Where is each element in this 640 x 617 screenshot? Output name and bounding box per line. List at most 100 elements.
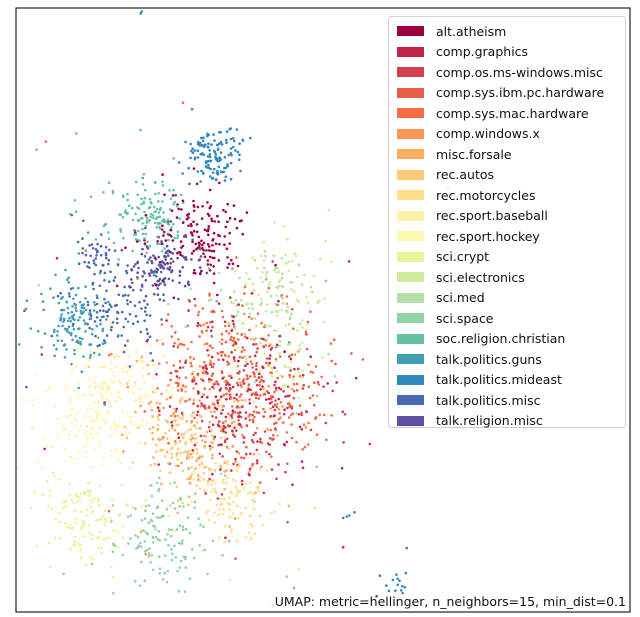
point-sci-electronics (298, 343, 301, 347)
point-talk-politics-misc (145, 328, 149, 331)
point-talk-politics-guns (92, 309, 96, 312)
point-talk-religion-misc (170, 269, 174, 272)
point-sci-crypt (91, 509, 94, 512)
legend-swatch (397, 415, 424, 426)
point-alt-atheism (202, 248, 205, 252)
point-sci-space (184, 566, 188, 569)
point-talk-religion-misc (198, 266, 202, 269)
point-comp-graphics (247, 387, 250, 391)
point-sci-med (278, 284, 281, 288)
point-talk-politics-misc (149, 352, 152, 355)
point-alt-atheism (200, 217, 204, 220)
point-sci-med (264, 254, 267, 258)
point-comp-graphics (275, 343, 279, 347)
point-comp-sys-mac-hardware (220, 354, 223, 357)
point-sci-electronics (232, 301, 235, 305)
point-rec-sport-hockey (68, 455, 71, 459)
point-comp-sys-mac-hardware (186, 324, 190, 328)
point-sci-crypt (78, 496, 81, 499)
point-rec-autos (156, 424, 160, 427)
point-sci-electronics (297, 370, 300, 374)
point-talk-politics-misc (103, 297, 106, 301)
point-sci-electronics (301, 341, 304, 344)
point-rec-sport-hockey (47, 387, 51, 391)
point-sci-crypt (74, 521, 77, 525)
point-comp-graphics (213, 406, 217, 410)
point-talk-politics-mideast (229, 151, 233, 155)
point-comp-graphics (231, 409, 235, 413)
point-comp-graphics (223, 320, 227, 324)
point-comp-sys-mac-hardware (220, 342, 224, 346)
point-rec-sport-hockey (56, 417, 60, 421)
point-alt-atheism (217, 233, 220, 237)
point-talk-religion-misc (152, 254, 155, 257)
point-talk-politics-misc (108, 303, 112, 306)
point-sci-space (157, 487, 161, 491)
point-talk-religion-misc (162, 280, 166, 284)
point-comp-sys-ibm-pc-hardware (255, 411, 258, 414)
point-sci-crypt (35, 544, 39, 548)
point-sci-electronics (278, 278, 282, 282)
point-talk-politics-misc (133, 304, 137, 308)
point-talk-politics-misc (23, 309, 26, 313)
point-rec-autos (195, 484, 199, 488)
point-rec-autos (190, 414, 193, 418)
point-talk-politics-mideast (200, 136, 203, 140)
point-talk-religion-misc (120, 248, 124, 252)
point-sci-space (151, 512, 155, 515)
point-talk-politics-mideast (229, 147, 233, 150)
point-talk-politics-guns (141, 176, 144, 180)
point-talk-politics-guns (40, 345, 43, 349)
point-comp-os-ms-windows-misc (228, 424, 232, 428)
point-comp-windows-x (231, 445, 234, 448)
point-soc-religion-christian (172, 157, 175, 160)
point-sci-med (280, 257, 284, 260)
point-comp-sys-ibm-pc-hardware (232, 336, 236, 340)
point-sci-med (298, 347, 302, 351)
point-rec-sport-baseball (105, 420, 109, 423)
point-comp-windows-x (238, 406, 242, 409)
point-sci-crypt (48, 489, 52, 492)
point-soc-religion-christian (148, 244, 152, 248)
point-sci-space (221, 554, 224, 557)
point-talk-politics-misc (104, 254, 108, 257)
point-talk-politics-guns (66, 306, 70, 310)
point-soc-religion-christian (107, 237, 111, 241)
point-rec-motorcycles (192, 478, 195, 481)
point-alt-atheism (198, 242, 201, 245)
point-comp-sys-ibm-pc-hardware (249, 375, 252, 378)
point-misc-forsale (203, 343, 206, 346)
point-rec-sport-baseball (132, 392, 135, 395)
point-alt-atheism (210, 249, 213, 253)
point-rec-autos (87, 365, 91, 369)
point-comp-sys-mac-hardware (253, 415, 256, 419)
point-soc-religion-christian (264, 278, 268, 281)
point-sci-space (143, 540, 146, 543)
point-comp-sys-mac-hardware (240, 350, 243, 354)
point-sci-electronics (276, 286, 280, 290)
point-sci-med (247, 307, 251, 310)
point-talk-politics-misc (140, 307, 143, 310)
point-soc-religion-christian (68, 212, 72, 216)
point-rec-sport-baseball (165, 388, 168, 392)
point-misc-forsale (146, 363, 150, 367)
point-rec-sport-hockey (116, 457, 120, 460)
point-talk-politics-mideast (216, 169, 219, 173)
point-sci-space (175, 528, 179, 531)
point-sci-med (272, 254, 275, 257)
legend-swatch (397, 46, 424, 57)
point-talk-politics-guns (75, 309, 78, 313)
point-comp-graphics (193, 443, 197, 447)
point-rec-motorcycles (226, 476, 229, 479)
point-sci-space (179, 542, 183, 545)
point-sci-electronics (287, 269, 291, 272)
point-comp-windows-x (285, 302, 289, 306)
point-comp-os-ms-windows-misc (211, 415, 214, 418)
point-soc-religion-christian (126, 211, 129, 215)
point-sci-electronics (301, 319, 304, 322)
point-misc-forsale (193, 424, 196, 427)
point-sci-crypt (79, 528, 83, 531)
point-comp-os-ms-windows-misc (232, 462, 235, 466)
point-talk-politics-guns (63, 343, 67, 346)
point-rec-sport-baseball (87, 359, 90, 362)
